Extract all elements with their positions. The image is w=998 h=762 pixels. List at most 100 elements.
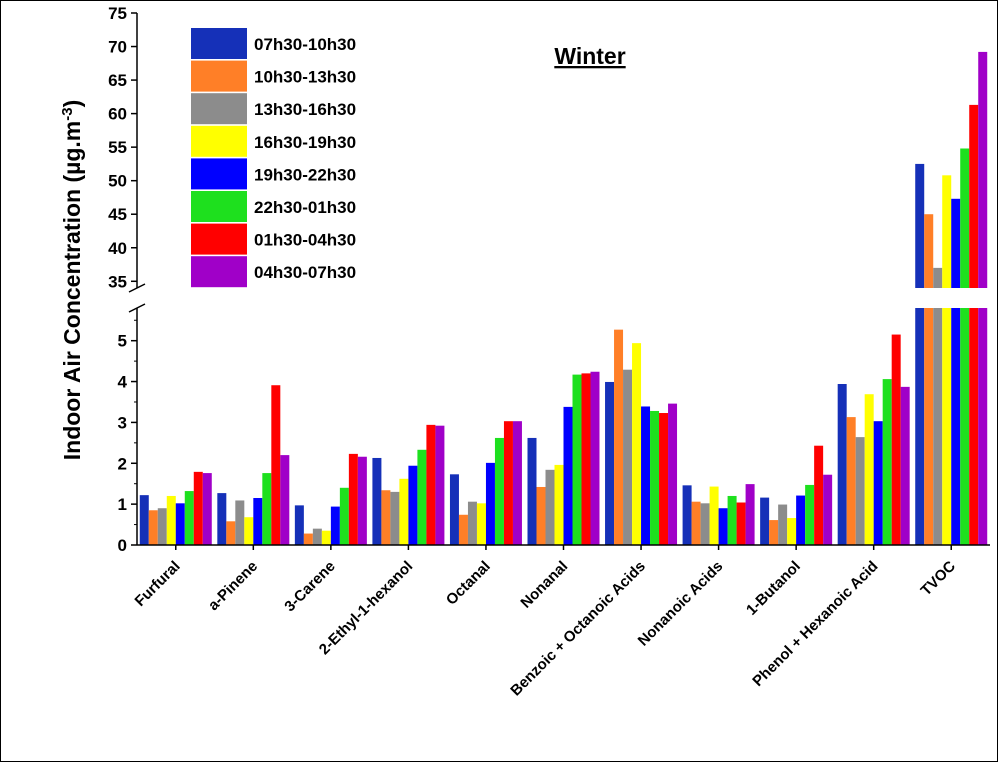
legend-label: 04h30-07h30: [254, 263, 356, 282]
bar: [668, 403, 678, 545]
bar: [202, 473, 212, 545]
y-tick-label: 70: [108, 38, 127, 57]
chart-title: Winter: [554, 43, 625, 69]
bar: [381, 490, 391, 545]
bar: [426, 424, 436, 545]
legend-swatch: [191, 125, 247, 157]
bar: [372, 457, 382, 545]
legend-label: 13h30-16h30: [254, 100, 356, 119]
bar: [942, 175, 952, 545]
y-tick-label: 65: [108, 71, 127, 90]
bar: [951, 198, 961, 546]
bar: [435, 425, 445, 545]
bar: [873, 421, 883, 545]
bar: [527, 437, 537, 545]
bar: [458, 514, 468, 545]
bar: [184, 491, 194, 545]
bar: [217, 493, 227, 545]
bar: [581, 373, 591, 545]
bar: [390, 491, 400, 545]
y-tick-label: 0: [118, 536, 127, 555]
y-tick-label: 55: [108, 138, 127, 157]
bar: [339, 487, 349, 545]
legend-swatch: [191, 223, 247, 255]
bar: [348, 453, 358, 545]
bar: [718, 508, 728, 545]
bar: [166, 495, 176, 545]
bar: [882, 379, 892, 545]
legend-swatch: [191, 158, 247, 190]
bar: [736, 502, 746, 545]
y-axis-label-superscript: -3: [59, 107, 76, 120]
y-tick-label: 40: [108, 239, 127, 258]
y-tick-label: 3: [118, 413, 127, 432]
y-axis-label-main: Indoor Air Concentration (µg.m: [59, 121, 85, 461]
bar: [545, 469, 555, 545]
bar: [650, 410, 660, 545]
bar: [814, 445, 824, 545]
bar: [467, 501, 477, 545]
bar: [417, 449, 427, 545]
axis-break-band: [131, 288, 994, 308]
bar: [485, 462, 495, 545]
bar: [312, 528, 322, 545]
bar: [554, 464, 564, 545]
axis-break-mark: [128, 303, 146, 313]
bar: [157, 508, 167, 545]
bar: [399, 478, 409, 545]
bar: [969, 104, 979, 545]
bar: [900, 386, 910, 545]
bar: [235, 500, 245, 545]
bar: [691, 501, 701, 545]
bar: [623, 369, 633, 545]
bar: [512, 421, 522, 545]
y-tick-label: 50: [108, 172, 127, 191]
bar: [572, 374, 582, 545]
bar: [960, 148, 970, 546]
y-axis-label-suffix: ): [59, 100, 85, 108]
bar: [745, 484, 755, 545]
y-axis-label: Indoor Air Concentration (µg.m-3): [59, 100, 86, 461]
bar: [769, 520, 779, 545]
bar: [933, 267, 943, 545]
bar: [659, 413, 669, 545]
bar: [563, 406, 573, 545]
bar: [915, 163, 925, 546]
y-tick-label: 4: [118, 373, 128, 392]
legend-swatch: [191, 256, 247, 288]
y-tick-label: 35: [108, 272, 127, 291]
bar: [321, 530, 331, 545]
bar: [805, 484, 815, 545]
legend-swatch: [191, 28, 247, 59]
legend-label: 07h30-10h30: [254, 35, 356, 54]
y-tick-label: 5: [118, 332, 127, 351]
bar: [357, 456, 367, 545]
bar: [682, 485, 692, 545]
bar: [226, 521, 236, 545]
bar: [846, 417, 856, 545]
bar: [632, 343, 642, 545]
bar: [139, 495, 149, 545]
y-tick-label: 60: [108, 105, 127, 124]
bar: [330, 506, 340, 545]
bar: [709, 486, 719, 545]
bar: [924, 214, 934, 545]
bar: [476, 503, 486, 545]
axis-break-mark: [128, 283, 146, 293]
bar: [891, 334, 901, 545]
y-tick-label: 45: [108, 205, 127, 224]
bar: [727, 495, 737, 545]
bar: [449, 474, 459, 545]
bar: [778, 504, 788, 545]
bar: [253, 498, 263, 545]
bar: [823, 474, 833, 545]
bar: [614, 329, 624, 545]
bar: [837, 384, 847, 545]
bars-layer: [131, 51, 994, 546]
bar: [760, 497, 770, 545]
bar: [503, 421, 513, 545]
bar: [494, 437, 504, 545]
bar: [536, 486, 546, 545]
